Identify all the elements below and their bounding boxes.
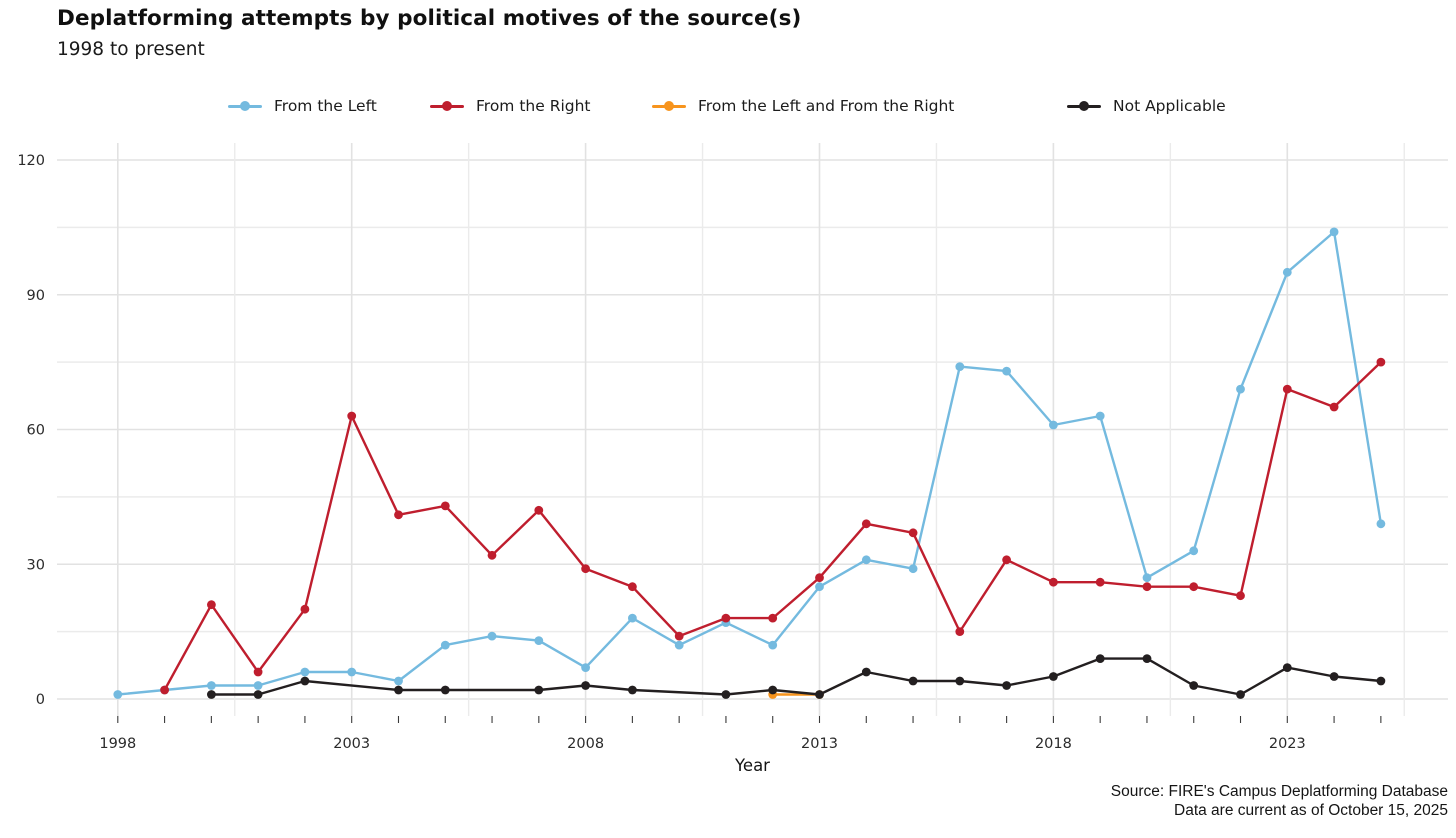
svg-text:120: 120 xyxy=(17,153,45,169)
svg-text:0: 0 xyxy=(36,692,45,708)
svg-text:90: 90 xyxy=(27,288,45,304)
legend-marker-icon xyxy=(652,101,686,111)
x-axis-title: Year xyxy=(735,756,770,775)
svg-text:60: 60 xyxy=(27,423,45,439)
svg-text:2013: 2013 xyxy=(801,736,838,752)
legend-item-from-the-left: From the Left xyxy=(228,97,377,115)
line-chart-svg: 0 30 60 90 120 1998 2003 2008 2013 2018 2023 xyxy=(17,143,1448,752)
svg-text:30: 30 xyxy=(27,557,45,573)
chart-subtitle: 1998 to present xyxy=(57,39,205,60)
legend-marker-icon xyxy=(430,101,464,111)
legend-label: From the Left xyxy=(274,97,377,115)
legend-item-from-the-right: From the Right xyxy=(430,97,591,115)
legend-item-not-applicable: Not Applicable xyxy=(1067,97,1226,115)
source-line: Data are current as of October 15, 2025 xyxy=(1174,801,1448,819)
source-line: Source: FIRE's Campus Deplatforming Data… xyxy=(1110,783,1448,800)
source-note: Source: FIRE's Campus Deplatforming Data… xyxy=(1111,783,1448,821)
svg-text:2008: 2008 xyxy=(567,736,604,752)
legend-item-from-left-and-right: From the Left and From the Right xyxy=(652,97,954,115)
svg-text:2018: 2018 xyxy=(1035,736,1072,752)
legend-marker-icon xyxy=(1067,101,1101,111)
legend-label: From the Right xyxy=(476,97,591,115)
svg-text:1998: 1998 xyxy=(99,736,136,752)
chart-title: Deplatforming attempts by political moti… xyxy=(57,6,802,31)
svg-text:2003: 2003 xyxy=(333,736,370,752)
svg-text:2023: 2023 xyxy=(1269,736,1306,752)
legend-label: From the Left and From the Right xyxy=(698,97,955,115)
legend-label: Not Applicable xyxy=(1113,97,1226,115)
legend-marker-icon xyxy=(228,101,262,111)
